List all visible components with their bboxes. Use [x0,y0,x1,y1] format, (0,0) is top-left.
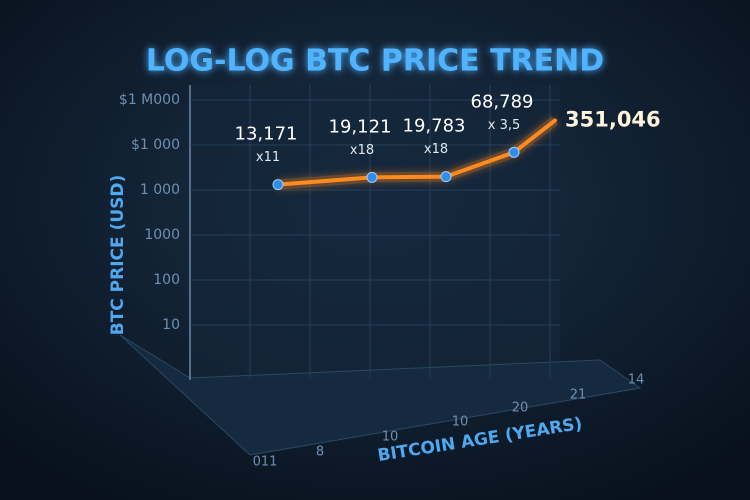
value-label: 19,121 [329,116,392,137]
x-tick-label: 10 [382,430,399,445]
annotation: x11 [256,150,280,165]
point [508,146,520,158]
y-axis-label: BTC PRICE (USD) [108,175,128,336]
y-tick-label: $1 M000 [119,92,180,108]
floor [119,334,642,456]
value-label: 68,789 [471,91,534,112]
point [440,171,452,183]
x-tick-label: 011 [253,455,278,470]
point [366,171,378,183]
x-tick-label: 8 [316,445,324,460]
y-tick-label: $1 000 [131,137,180,153]
annotation: x 3,5 [488,118,521,133]
x-tick-label: 10 [452,415,469,430]
point [272,179,284,191]
x-tick-label: 21 [570,388,587,403]
y-tick-label: 1000 [144,227,180,243]
value-label: 19,783 [403,116,466,137]
value-label: 351,046 [565,107,661,131]
y-tick-label: 10 [162,317,180,333]
chart-title: LOG-LOG BTC PRICE TREND [146,44,604,79]
y-tick-label: 100 [153,272,180,288]
x-tick-label: 20 [512,401,529,416]
annotation: x18 [424,142,448,157]
annotation: x18 [350,143,374,158]
back-wall [190,85,560,378]
wall-grid [249,85,551,378]
y-tick-label: 1 000 [140,182,180,198]
value-label: 13,171 [235,124,298,145]
x-tick-label: 14 [628,373,645,388]
